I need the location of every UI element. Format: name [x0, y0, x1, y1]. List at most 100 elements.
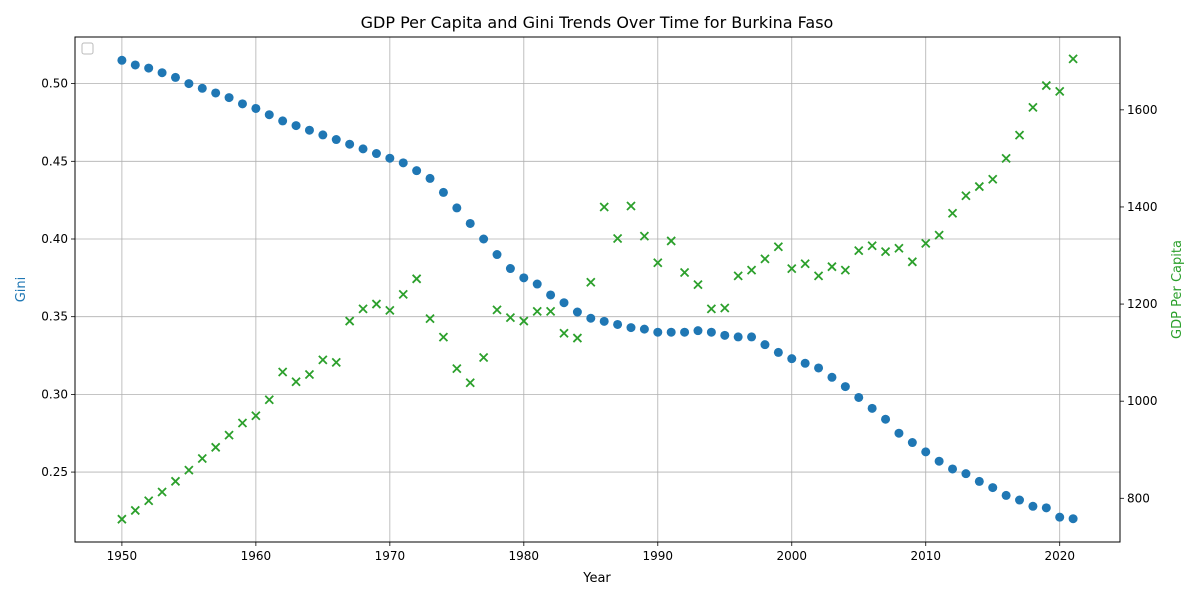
gini-point	[720, 330, 730, 340]
gini-point	[961, 469, 971, 479]
x-tick-label: 1970	[375, 549, 406, 563]
y-right-tick-label: 1000	[1127, 394, 1158, 408]
gdp-per-capita-point	[934, 230, 944, 240]
x-tick-label: 1950	[107, 549, 138, 563]
y-axis-left-label: Gini	[14, 277, 29, 303]
gini-point	[680, 327, 690, 337]
gdp-per-capita-point	[773, 242, 784, 252]
gini-point	[974, 476, 984, 486]
gini-point	[666, 327, 676, 337]
gdp-per-capita-point	[425, 313, 435, 324]
gini-point	[519, 273, 529, 283]
gdp-per-capita-point	[840, 265, 850, 275]
gini-point	[251, 103, 261, 113]
gini-point	[1028, 501, 1038, 511]
gini-point	[398, 158, 408, 168]
y-left-tick-label: 0.30	[41, 387, 68, 401]
y-left-tick-label: 0.45	[41, 154, 68, 168]
gdp-per-capita-point	[679, 267, 690, 278]
gini-point	[278, 116, 288, 126]
gini-point	[907, 438, 917, 448]
gini-point	[345, 139, 355, 149]
gdp-per-capita-point	[559, 328, 569, 338]
gdp-per-capita-point	[867, 241, 877, 251]
gini-point	[492, 250, 502, 260]
gdp-per-capita-point	[1014, 130, 1025, 140]
gdp-per-capita-point	[653, 258, 663, 268]
gini-point	[586, 313, 596, 323]
gdp-per-capita-point	[639, 231, 650, 241]
gini-series	[117, 55, 1078, 524]
gdp-per-capita-point	[572, 333, 583, 343]
gini-point	[948, 464, 958, 474]
gini-point	[814, 363, 824, 373]
gini-point	[425, 173, 435, 183]
gini-point	[921, 447, 931, 457]
gini-point	[559, 298, 569, 308]
gini-point	[626, 323, 636, 333]
y-right-tick-label: 1200	[1127, 297, 1158, 311]
gini-point	[532, 279, 542, 289]
gini-point	[546, 290, 556, 300]
y-left-tick-label: 0.50	[41, 77, 68, 91]
gdp-per-capita-point	[760, 254, 770, 264]
gdp-per-capita-point	[358, 304, 368, 314]
gini-point	[438, 187, 448, 197]
gdp-per-capita-point	[505, 313, 516, 323]
axes: 1950 1960 1970 1980 1990 2000 2010 2020 0.25 0.30…	[41, 77, 1157, 563]
gdp-per-capita-point	[880, 246, 891, 257]
gdp-per-capita-point	[385, 305, 395, 316]
x-tick-label: 2020	[1044, 549, 1075, 563]
gdp-per-capita-point	[599, 202, 609, 212]
gini-point	[693, 326, 703, 336]
gdp-per-capita-point	[827, 262, 837, 272]
gdp-per-capita-point	[974, 181, 984, 192]
gdp-per-capita-point	[1028, 102, 1038, 113]
gini-point	[988, 483, 998, 493]
gdp-per-capita-point	[371, 299, 382, 309]
gdp-per-capita-point	[264, 395, 274, 405]
y-right-tick-label: 1400	[1127, 200, 1158, 214]
gdp-per-capita-point	[438, 332, 449, 342]
gini-point	[385, 153, 395, 163]
gdp-per-capita-point	[813, 271, 824, 281]
gdp-per-capita-point	[130, 505, 140, 516]
gini-point	[144, 63, 154, 73]
y-right-tick-label: 1600	[1127, 103, 1158, 117]
grid-lines	[75, 37, 1120, 542]
gini-point	[1068, 514, 1078, 524]
gdp-per-capita-point	[720, 303, 730, 313]
gdp-per-capita-point	[733, 271, 743, 281]
gdp-per-capita-point	[988, 174, 998, 184]
gini-point	[733, 332, 743, 342]
gini-point	[653, 327, 663, 337]
gdp-per-capita-point	[331, 357, 341, 367]
gdp-per-capita-point	[693, 280, 703, 290]
gdp-per-capita-point	[1055, 86, 1065, 97]
gdp-per-capita-point	[519, 316, 529, 326]
gdp-per-capita-point	[626, 201, 636, 211]
gdp-per-capita-point	[452, 364, 462, 374]
gini-point	[800, 358, 810, 368]
gini-point	[237, 99, 247, 109]
gdp-per-capita-point	[117, 514, 127, 524]
gini-point	[867, 403, 877, 413]
gdp-per-capita-point	[291, 377, 301, 387]
gini-point	[157, 68, 167, 78]
gdp-per-capita-point	[800, 259, 810, 269]
gini-point	[291, 121, 301, 131]
gini-point	[1041, 503, 1051, 513]
y-left-tick-label: 0.35	[41, 310, 68, 324]
gini-point	[412, 166, 422, 176]
y-right-tick-label: 800	[1127, 491, 1150, 505]
plot-frame	[74, 36, 1121, 543]
gini-point	[371, 149, 381, 159]
gdp-per-capita-point	[894, 243, 904, 253]
gdp-per-capita-point	[398, 289, 408, 299]
gdp-per-capita-series	[117, 54, 1078, 524]
legend-box	[81, 42, 94, 55]
gdp-per-capita-point	[666, 236, 676, 246]
gdp-per-capita-point	[237, 418, 248, 428]
x-tick-label: 1960	[241, 549, 272, 563]
